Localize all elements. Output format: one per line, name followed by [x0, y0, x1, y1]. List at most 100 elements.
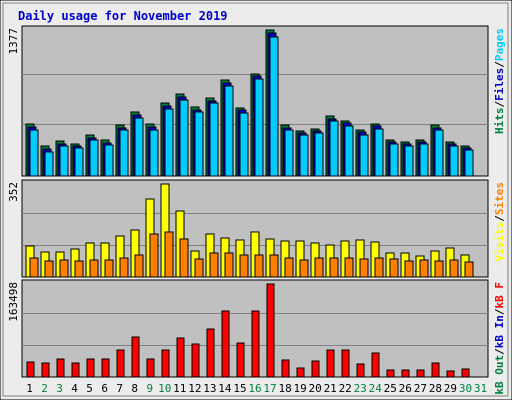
x-tick-label: 13: [203, 382, 216, 395]
bar-hits-pages: [119, 129, 129, 177]
bar-kbytes-kb-f: [281, 359, 290, 378]
x-tick-label: 12: [188, 382, 201, 395]
legend-entry: Files: [493, 68, 506, 101]
bar-visits-sites: [434, 260, 444, 278]
bar-hits-pages: [239, 112, 249, 177]
bar-visits-sites: [119, 257, 129, 278]
legend-visits: Visits/Sites: [493, 182, 506, 262]
bar-kbytes-kb-f: [131, 336, 140, 378]
bar-hits-pages: [419, 143, 429, 177]
bar-visits-sites: [464, 261, 474, 278]
legend-entry: /: [493, 348, 506, 355]
bar-kbytes-kb-f: [416, 369, 425, 378]
bar-kbytes-kb-f: [26, 361, 35, 378]
bar-hits-pages: [344, 125, 354, 177]
bar-kbytes-kb-f: [386, 369, 395, 378]
x-tick-label: 21: [324, 382, 337, 395]
x-tick-label: 3: [56, 382, 63, 395]
bar-visits-sites: [329, 257, 339, 278]
bar-visits-sites: [44, 260, 54, 278]
x-tick-label: 16: [248, 382, 261, 395]
legend-entry: Visits: [493, 222, 506, 262]
legend-entry: /: [493, 308, 506, 315]
x-tick-label: 24: [369, 382, 383, 395]
x-tick-label: 4: [71, 382, 78, 395]
x-tick-label: 5: [86, 382, 93, 395]
bar-visits-sites: [149, 233, 159, 278]
bar-hits-pages: [74, 147, 84, 177]
bar-hits-pages: [104, 144, 114, 177]
x-tick-label: 11: [173, 382, 186, 395]
bar-hits-pages: [434, 129, 444, 177]
bar-visits-sites: [224, 252, 234, 278]
legend-entry: /: [493, 101, 506, 108]
x-tick-label: 14: [218, 382, 232, 395]
chart-title: Daily usage for November 2019: [18, 9, 228, 23]
bar-visits-sites: [194, 258, 204, 278]
bar-visits-sites: [179, 238, 189, 278]
bar-visits-sites: [239, 254, 249, 278]
bar-visits-sites: [59, 259, 69, 278]
bar-hits-pages: [269, 36, 279, 177]
bar-hits-pages: [194, 111, 204, 177]
y-max-label: 352: [7, 182, 20, 202]
bar-visits-sites: [419, 259, 429, 278]
legend-hits: Hits/Files/Pages: [493, 28, 506, 134]
bar-hits-pages: [404, 145, 414, 177]
bar-kbytes-kb-f: [86, 358, 95, 378]
x-tick-label: 2: [41, 382, 48, 395]
legend-entry: kB F: [493, 282, 506, 309]
x-tick-label: 23: [354, 382, 367, 395]
bar-hits-pages: [224, 85, 234, 177]
x-tick-label: 7: [116, 382, 123, 395]
bar-kbytes-kb-f: [71, 362, 80, 378]
x-tick-label: 26: [399, 382, 412, 395]
legend-entry: kB Out: [493, 355, 506, 395]
bar-kbytes-kb-f: [371, 352, 380, 378]
bar-hits-pages: [89, 139, 99, 177]
legend-entry: /: [493, 61, 506, 68]
bar-hits-pages: [359, 134, 369, 177]
bar-kbytes-kb-f: [401, 369, 410, 378]
bar-hits-pages: [389, 143, 399, 177]
bar-visits-sites: [269, 254, 279, 278]
bar-kbytes-kb-f: [146, 358, 155, 378]
bar-kbytes-kb-f: [266, 283, 275, 378]
legend-entry: Hits: [493, 108, 506, 135]
y-max-label: 163498: [7, 282, 20, 322]
bar-hits-pages: [299, 134, 309, 177]
bar-kbytes-kb-f: [191, 343, 200, 378]
bar-hits-pages: [59, 145, 69, 177]
x-tick-label: 22: [339, 382, 352, 395]
bar-hits-pages: [314, 132, 324, 177]
bar-visits-sites: [209, 252, 219, 278]
bar-visits-sites: [449, 259, 459, 278]
x-tick-label: 9: [146, 382, 153, 395]
bar-hits-pages: [449, 145, 459, 177]
bar-hits-pages: [464, 149, 474, 177]
bar-kbytes-kb-f: [356, 363, 365, 378]
bar-visits-sites: [299, 259, 309, 278]
frame-inner-border: [2, 2, 509, 397]
bar-kbytes-kb-f: [176, 337, 185, 378]
bar-visits-sites: [314, 257, 324, 278]
legend-kbytes: kB Out/kB In/kB F: [493, 282, 506, 395]
bar-kbytes-kb-f: [161, 349, 170, 378]
bar-hits-pages: [44, 151, 54, 177]
bar-kbytes-kb-f: [326, 349, 335, 378]
x-tick-label: 10: [158, 382, 171, 395]
bar-kbytes-kb-f: [236, 342, 245, 378]
bar-hits-pages: [164, 108, 174, 177]
bar-visits-sites: [344, 257, 354, 278]
y-max-label: 1377: [7, 28, 20, 55]
bar-kbytes-kb-f: [41, 362, 50, 378]
bar-kbytes-kb-f: [431, 362, 440, 378]
x-tick-label: 31: [474, 382, 487, 395]
x-tick-label: 27: [414, 382, 427, 395]
bar-visits-sites: [359, 258, 369, 278]
bar-visits-sites: [74, 260, 84, 278]
bar-visits-sites: [164, 231, 174, 278]
x-tick-label: 15: [233, 382, 246, 395]
bar-hits-pages: [134, 117, 144, 177]
